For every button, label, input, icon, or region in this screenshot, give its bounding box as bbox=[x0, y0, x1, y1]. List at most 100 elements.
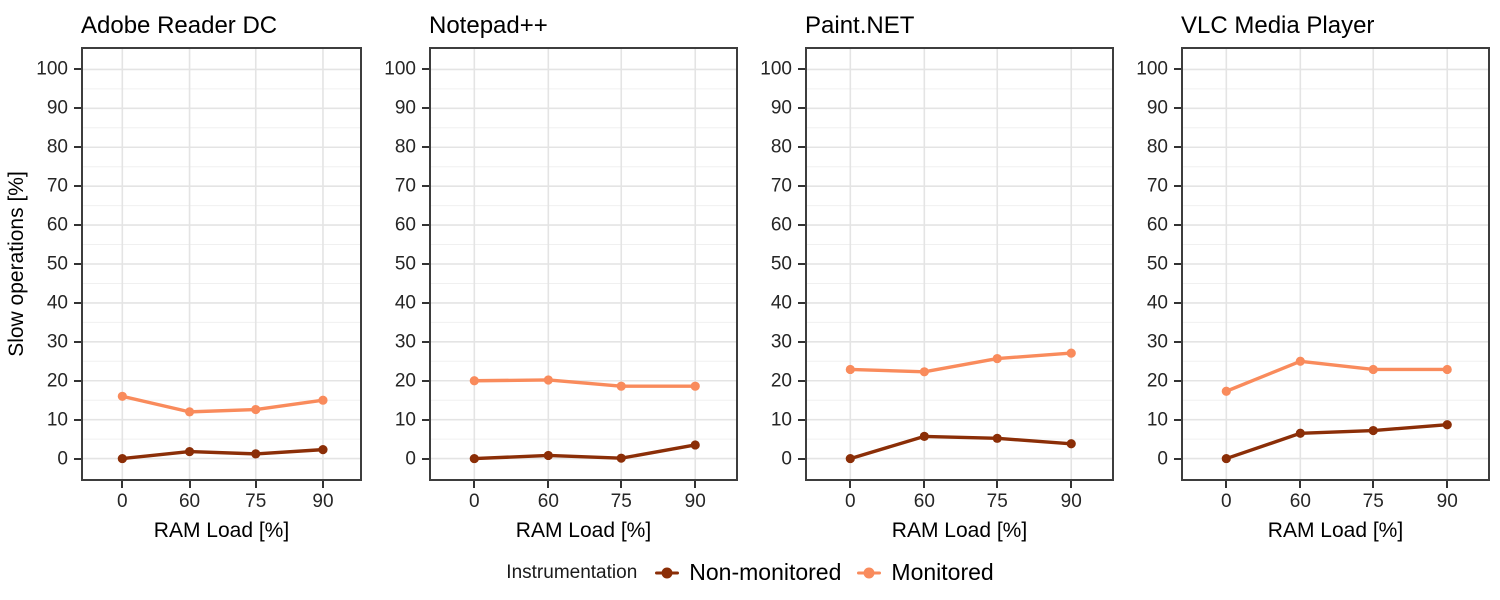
y-tick-mark bbox=[74, 379, 81, 382]
y-tick-label: 80 bbox=[1146, 136, 1168, 158]
x-axis-title: RAM Load [%] bbox=[153, 519, 290, 542]
x-axis-labels: 0 60 75 90 bbox=[81, 481, 362, 519]
data-point-non-monitored bbox=[1221, 453, 1231, 464]
data-point-monitored bbox=[117, 391, 127, 401]
plot-panel bbox=[429, 47, 738, 481]
y-axis-labels: 0 10 20 30 40 50 60 70 80 90 100 bbox=[362, 47, 429, 481]
legend: Instrumentation Non-monitored Monitored bbox=[0, 559, 1500, 586]
data-point-non-monitored bbox=[1368, 425, 1378, 436]
y-tick-mark bbox=[798, 146, 805, 149]
data-point-monitored bbox=[616, 381, 626, 391]
data-point-monitored bbox=[184, 407, 195, 417]
series-line-monitored bbox=[1224, 359, 1449, 393]
y-tick-label: 0 bbox=[405, 448, 416, 470]
y-tick-mark bbox=[798, 185, 805, 188]
x-tick-mark bbox=[254, 481, 257, 488]
y-tick-mark bbox=[798, 224, 805, 227]
y-tick-mark bbox=[1174, 418, 1181, 421]
facet-title: Adobe Reader DC bbox=[81, 12, 278, 39]
x-tick-mark bbox=[1372, 481, 1375, 488]
facet-title: Paint.NET bbox=[805, 12, 915, 39]
data-point-monitored bbox=[318, 395, 328, 405]
data-point-monitored bbox=[543, 375, 553, 385]
y-tick-label: 90 bbox=[46, 97, 68, 119]
data-point-monitored bbox=[992, 353, 1002, 364]
y-tick-mark bbox=[422, 185, 429, 188]
facet-title: VLC Media Player bbox=[1181, 12, 1375, 39]
data-point-monitored bbox=[1368, 364, 1378, 375]
y-tick-mark bbox=[422, 418, 429, 421]
y-tick-label: 80 bbox=[46, 136, 68, 158]
x-tick-mark bbox=[996, 481, 999, 488]
y-tick-label: 40 bbox=[394, 292, 416, 314]
y-tick-label: 20 bbox=[394, 370, 416, 392]
y-tick-label: 90 bbox=[770, 97, 792, 119]
data-point-non-monitored bbox=[1066, 439, 1076, 449]
y-tick-mark bbox=[74, 107, 81, 110]
y-tick-mark bbox=[422, 224, 429, 227]
x-tick-label: 75 bbox=[610, 491, 632, 512]
x-axis-title: RAM Load [%] bbox=[515, 519, 652, 542]
series-line-non-monitored bbox=[848, 434, 1073, 461]
y-tick-mark bbox=[74, 263, 81, 265]
x-tick-mark bbox=[694, 481, 697, 488]
y-tick-label: 80 bbox=[770, 136, 792, 158]
data-point-non-monitored bbox=[117, 453, 127, 464]
facet-paint-net: Paint.NET 0 10 20 30 40 50 60 70 80 90 100 0 60 75 90… bbox=[738, 0, 1114, 543]
y-tick-label: 100 bbox=[36, 58, 68, 80]
x-tick-label: 60 bbox=[178, 491, 201, 512]
x-tick-mark bbox=[1299, 481, 1302, 488]
y-tick-mark bbox=[1174, 301, 1181, 304]
x-tick-mark bbox=[188, 481, 191, 488]
y-tick-mark bbox=[422, 340, 429, 343]
y-tick-mark bbox=[798, 418, 805, 421]
y-tick-mark bbox=[74, 146, 81, 149]
y-tick-label: 90 bbox=[1146, 97, 1168, 119]
y-tick-mark bbox=[422, 379, 429, 382]
facet-notepad-plus-plus: Notepad++ 0 10 20 30 40 50 60 70 80 90 100 0 60 75 90… bbox=[362, 0, 738, 543]
y-tick-mark bbox=[422, 107, 429, 110]
y-tick-mark bbox=[1174, 185, 1181, 188]
data-point-monitored bbox=[1442, 364, 1452, 375]
data-point-monitored bbox=[1221, 386, 1231, 396]
y-tick-mark bbox=[422, 263, 429, 265]
x-tick-label: 90 bbox=[1436, 491, 1458, 512]
y-tick-mark bbox=[422, 146, 429, 149]
y-tick-label: 40 bbox=[1146, 292, 1168, 314]
y-tick-mark bbox=[74, 340, 81, 343]
y-tick-label: 30 bbox=[394, 331, 416, 353]
y-tick-mark bbox=[74, 185, 81, 188]
series-line-non-monitored bbox=[1224, 423, 1449, 461]
y-tick-mark bbox=[798, 379, 805, 382]
data-point-monitored bbox=[690, 381, 700, 391]
data-point-non-monitored bbox=[1295, 428, 1305, 438]
data-point-monitored bbox=[469, 376, 479, 386]
x-tick-label: 60 bbox=[1289, 491, 1311, 512]
y-tick-label: 10 bbox=[394, 409, 416, 431]
y-tick-label: 90 bbox=[394, 97, 416, 119]
y-tick-label: 20 bbox=[770, 370, 792, 392]
x-tick-label: 0 bbox=[1221, 491, 1232, 512]
facet-vlc-media-player: VLC Media Player 0 10 20 30 40 50 60 70 80 90 100 … bbox=[1114, 0, 1490, 543]
x-tick-label: 0 bbox=[845, 491, 856, 512]
legend-item-non-monitored: Non-monitored bbox=[654, 559, 841, 586]
y-tick-label: 0 bbox=[781, 448, 792, 470]
y-tick-mark bbox=[74, 68, 81, 71]
y-tick-label: 70 bbox=[770, 175, 792, 197]
y-tick-mark bbox=[1174, 107, 1181, 110]
facet-title: Notepad++ bbox=[429, 12, 548, 39]
y-tick-label: 50 bbox=[770, 253, 792, 275]
data-point-monitored bbox=[251, 404, 261, 415]
facet-plot-svg bbox=[431, 49, 736, 479]
y-tick-label: 60 bbox=[46, 214, 68, 236]
y-tick-label: 30 bbox=[46, 331, 68, 353]
x-tick-label: 75 bbox=[245, 491, 267, 512]
y-tick-mark bbox=[74, 301, 81, 304]
y-axis-title: Slow operations [%] bbox=[5, 171, 28, 357]
data-point-non-monitored bbox=[318, 445, 328, 455]
y-tick-label: 10 bbox=[770, 409, 792, 431]
x-tick-label: 75 bbox=[986, 491, 1008, 512]
y-tick-mark bbox=[74, 224, 81, 227]
y-axis-labels: 0 10 20 30 40 50 60 70 80 90 100 bbox=[1114, 47, 1181, 481]
